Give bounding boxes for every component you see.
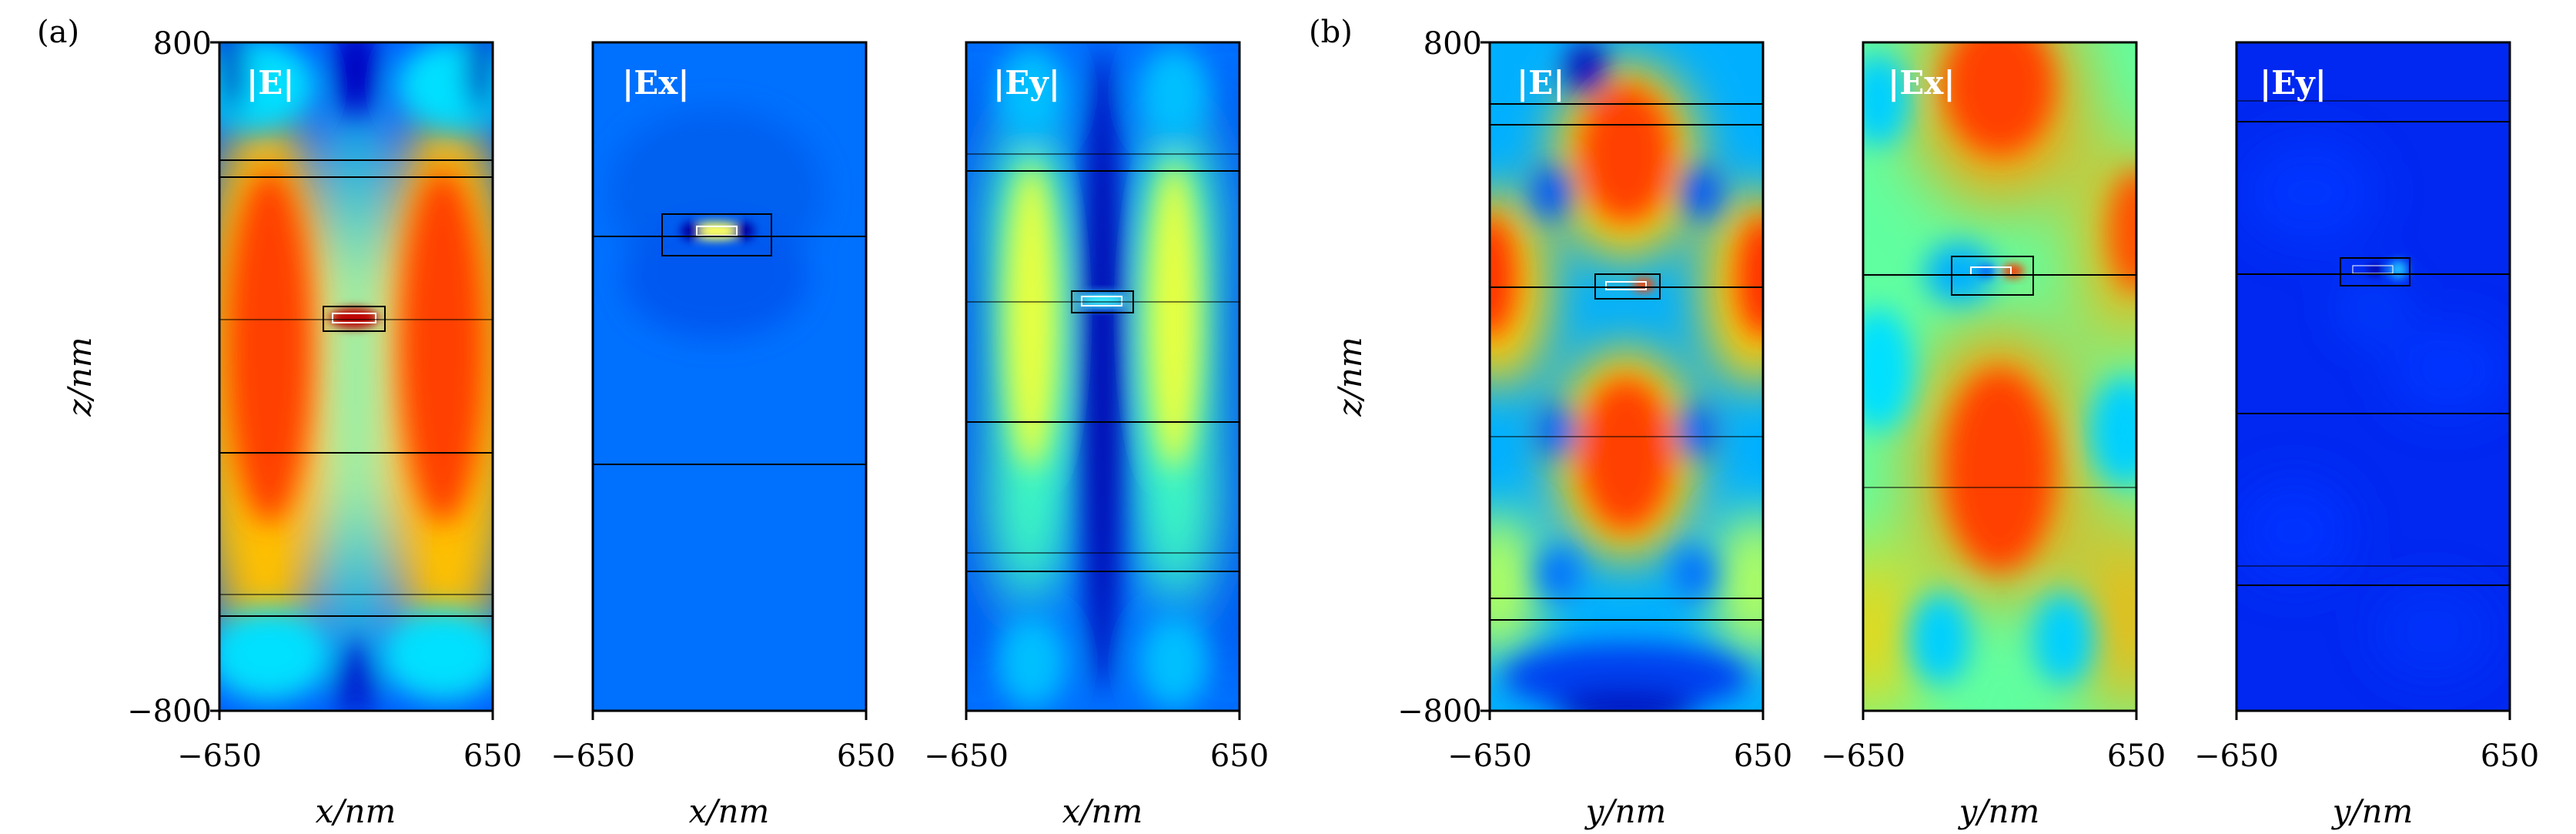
panel-a3-xtick-right: 650: [1210, 739, 1269, 774]
group-a-letter: (a): [37, 15, 79, 50]
heatmap-panel-a3: |Ey| −650 650 x/nm: [924, 41, 1269, 830]
panel-a2-label: |Ex|: [622, 64, 690, 102]
heatmap-panel-a1: |E| −650 650 x/nm: [177, 41, 522, 830]
panel-b2-xlabel: y/nm: [1958, 792, 2040, 830]
panel-a1-label: |E|: [246, 64, 295, 102]
panel-b3-xtick-left: −650: [2194, 739, 2279, 774]
group-b-ytick-bottom: −800: [1397, 694, 1482, 729]
group-b-letter: (b): [1309, 15, 1353, 50]
panel-b2-xtick-right: 650: [2107, 739, 2166, 774]
group-b-ytick-top: 800: [1423, 26, 1482, 62]
panel-a1-xtick-left: −650: [177, 739, 262, 774]
heatmap-panel-b2: |Ex| −650 650 y/nm: [1821, 41, 2166, 830]
group-b-ylabel: z/nm: [1331, 337, 1369, 417]
group-a-ytick-top: 800: [153, 26, 212, 62]
panel-b1-xlabel: y/nm: [1584, 792, 1667, 830]
panel-b1-xtick-right: 650: [1734, 739, 1792, 774]
heatmap-panel-b1: |E| −650 650 y/nm: [1447, 41, 1792, 830]
heatmap-panel-b3: |Ey| −650 650 y/nm: [2194, 41, 2539, 830]
panel-b1-label: |E|: [1517, 64, 1565, 102]
panel-a2-xtick-left: −650: [550, 739, 635, 774]
group-a-ytick-bottom: −800: [127, 694, 212, 729]
panel-b2-label: |Ex|: [1888, 64, 1955, 102]
heatmap-panel-a2: |Ex| −650 650 x/nm: [550, 41, 895, 830]
panel-b3-label: |Ey|: [2260, 64, 2327, 102]
panel-b2-xtick-left: −650: [1821, 739, 1905, 774]
panel-b3-xlabel: y/nm: [2331, 792, 2414, 830]
panel-a2-xlabel: x/nm: [689, 792, 770, 830]
panel-b1-xtick-left: −650: [1447, 739, 1532, 774]
panel-a3-xtick-left: −650: [924, 739, 1009, 774]
panel-a3-label: |Ey|: [993, 64, 1060, 102]
panel-a3-xlabel: x/nm: [1062, 792, 1143, 830]
panel-a1-xtick-right: 650: [463, 739, 522, 774]
group-a-ylabel: z/nm: [61, 337, 99, 417]
panel-a1-xlabel: x/nm: [316, 792, 396, 830]
panel-a2-xtick-right: 650: [837, 739, 895, 774]
panel-b3-xtick-right: 650: [2481, 739, 2539, 774]
